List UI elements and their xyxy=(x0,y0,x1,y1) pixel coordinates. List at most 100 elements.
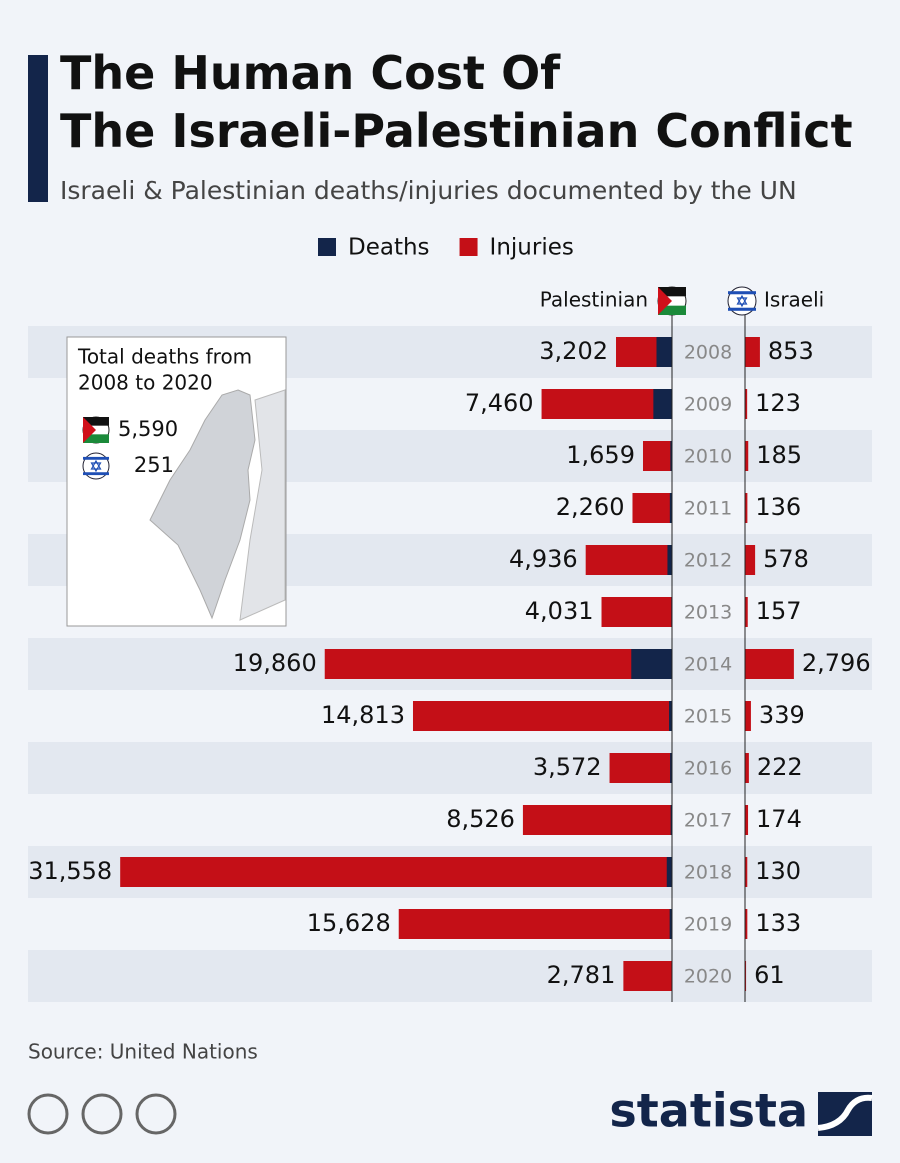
value-label: 2,260 xyxy=(556,493,625,521)
chart-subtitle: Israeli & Palestinian deaths/injuries do… xyxy=(60,176,797,205)
flag-stripe xyxy=(83,434,109,443)
flag-star xyxy=(736,294,748,308)
inset-value: 251 xyxy=(134,453,174,477)
flag-stripe xyxy=(658,305,686,315)
year-label: 2015 xyxy=(684,706,732,728)
map-neighbor xyxy=(239,389,286,621)
year-label: 2008 xyxy=(684,342,732,364)
flag-stripe xyxy=(658,287,686,297)
bar-injuries xyxy=(745,493,748,523)
flag-triangle xyxy=(658,287,672,315)
bar-injuries xyxy=(745,441,749,471)
license-icon xyxy=(27,1093,69,1135)
flag-stripe xyxy=(728,291,756,295)
value-label: 222 xyxy=(757,753,803,781)
value-label: 130 xyxy=(755,857,801,885)
bar-injuries xyxy=(745,701,751,731)
value-label: 136 xyxy=(755,493,801,521)
side-header: Palestinian xyxy=(540,288,648,312)
flag-icon xyxy=(657,286,687,316)
value-label: 578 xyxy=(763,545,809,573)
bar-injuries xyxy=(745,857,748,887)
legend-label: Injuries xyxy=(490,235,574,261)
chart-title: The Human Cost Of The Israeli-Palestinian… xyxy=(60,46,853,158)
year-label: 2020 xyxy=(684,966,732,988)
value-label: 133 xyxy=(755,909,801,937)
map-shape xyxy=(149,389,256,620)
bar-injuries xyxy=(745,753,749,783)
value-label: 2,796 xyxy=(802,649,871,677)
bar-injuries xyxy=(745,597,748,627)
flag-icon xyxy=(727,286,757,316)
bar-injuries xyxy=(745,649,794,679)
source: Source: United Nations xyxy=(28,1040,258,1064)
value-label: 339 xyxy=(759,701,805,729)
flag-stripe xyxy=(83,417,109,426)
bar-deaths xyxy=(667,545,672,575)
bar-injuries xyxy=(745,337,760,367)
bar-injuries xyxy=(745,805,749,835)
brand-wave xyxy=(817,1094,873,1131)
license-icon xyxy=(135,1093,177,1135)
year-label: 2017 xyxy=(684,810,732,832)
bar-injuries xyxy=(120,857,672,887)
bar-deaths xyxy=(670,805,672,835)
bar-injuries xyxy=(745,909,748,939)
bar-injuries xyxy=(324,649,672,679)
bar-injuries xyxy=(398,909,672,939)
bar-deaths xyxy=(669,493,672,523)
bar-injuries xyxy=(541,389,672,419)
bar-injuries xyxy=(745,389,748,419)
bar-injuries xyxy=(745,961,747,991)
year-label: 2009 xyxy=(684,394,732,416)
value-label: 7,460 xyxy=(465,389,534,417)
bar-deaths xyxy=(653,389,672,419)
inset-value: 5,590 xyxy=(118,417,178,441)
year-label: 2019 xyxy=(684,914,732,936)
value-label: 157 xyxy=(756,597,802,625)
legend-swatch xyxy=(318,238,336,256)
value-label: 3,572 xyxy=(533,753,602,781)
flag-icon xyxy=(82,452,110,480)
bar-deaths xyxy=(669,701,672,731)
inset-title: Total deaths from xyxy=(77,345,252,369)
bar-injuries xyxy=(522,805,672,835)
value-label: 4,031 xyxy=(525,597,594,625)
year-label: 2012 xyxy=(684,550,732,572)
flag-icon xyxy=(82,416,110,444)
value-label: 14,813 xyxy=(321,701,405,729)
value-label: 853 xyxy=(768,337,814,365)
bar-deaths xyxy=(669,909,672,939)
value-label: 174 xyxy=(756,805,802,833)
legend-swatch xyxy=(459,238,478,256)
value-label: 31,558 xyxy=(28,857,112,885)
side-header: Israeli xyxy=(764,288,824,312)
bar-injuries xyxy=(585,545,672,575)
value-label: 15,628 xyxy=(307,909,391,937)
license-icon xyxy=(81,1093,123,1135)
value-label: 2,781 xyxy=(547,961,616,989)
year-label: 2014 xyxy=(684,654,732,676)
bar-injuries xyxy=(623,961,672,991)
value-label: 4,936 xyxy=(509,545,578,573)
inset xyxy=(66,336,287,627)
flag-triangle xyxy=(83,417,96,443)
title-accent xyxy=(28,55,48,202)
value-label: 1,659 xyxy=(566,441,635,469)
flag-stripe xyxy=(728,307,756,311)
year-label: 2018 xyxy=(684,862,732,884)
bar-deaths xyxy=(656,337,672,367)
bar-injuries xyxy=(412,701,672,731)
bar-injuries xyxy=(745,545,756,575)
bar-deaths xyxy=(670,753,672,783)
row-band xyxy=(28,950,872,1002)
bar-injuries xyxy=(642,441,672,471)
bar-deaths xyxy=(666,857,672,887)
bar-deaths xyxy=(631,649,672,679)
value-label: 61 xyxy=(754,961,785,989)
inset-title: 2008 to 2020 xyxy=(78,371,213,395)
year-label: 2013 xyxy=(684,602,732,624)
row-band xyxy=(28,742,872,794)
flag-stripe xyxy=(83,456,109,460)
